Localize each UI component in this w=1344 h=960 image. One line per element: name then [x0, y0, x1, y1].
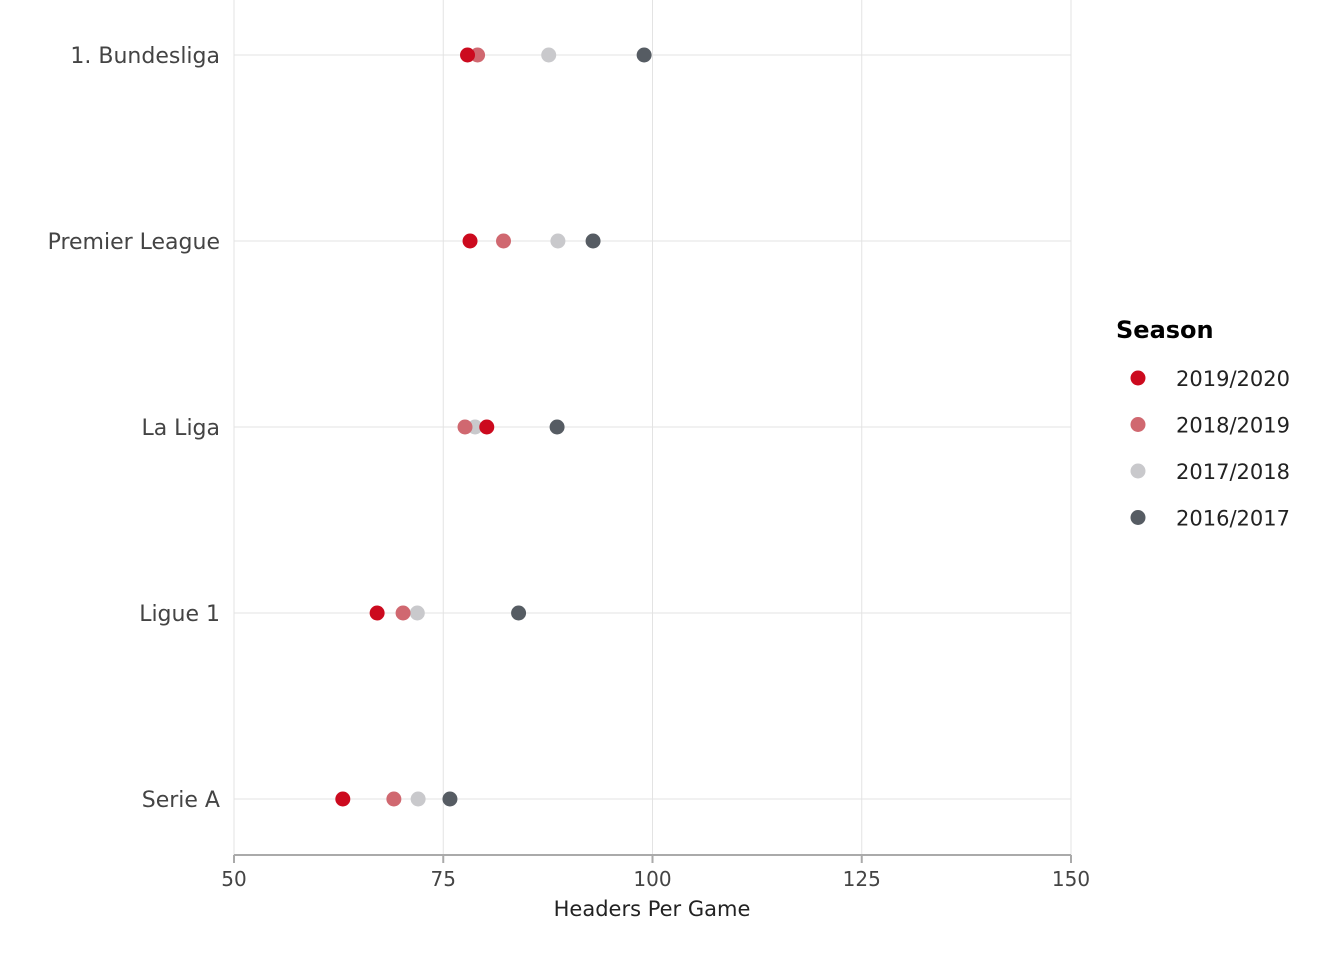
category-label: Serie A — [142, 788, 220, 813]
data-point — [549, 419, 565, 435]
x-axis: 50 75 100 125 150 — [221, 854, 1090, 891]
category-label: Ligue 1 — [139, 602, 220, 627]
data-point — [409, 605, 425, 621]
data-point — [511, 605, 527, 621]
x-tick-label: 150 — [1052, 867, 1090, 891]
data-point — [462, 233, 478, 249]
legend-label: 2019/2020 — [1176, 367, 1290, 391]
data-point — [369, 605, 385, 621]
legend-title: Season — [1116, 316, 1214, 344]
legend: Season 2019/2020 2018/2019 2017/2018 2016/2… — [1116, 316, 1290, 531]
legend-swatch — [1130, 370, 1146, 386]
legend-swatch — [1130, 510, 1146, 525]
category-label: La Liga — [141, 416, 220, 441]
legend-label: 2016/2017 — [1176, 507, 1290, 531]
x-tick-label: 50 — [221, 867, 246, 891]
data-point — [479, 419, 495, 435]
x-tick-label: 100 — [633, 867, 671, 891]
x-tick-label: 125 — [843, 867, 881, 891]
legend-label: 2018/2019 — [1176, 414, 1290, 438]
data-points — [335, 47, 652, 807]
data-point — [636, 47, 652, 63]
data-point — [335, 791, 351, 807]
data-point — [442, 791, 458, 807]
data-point — [410, 791, 426, 807]
data-point — [585, 233, 601, 249]
grid-lines — [233, 0, 1072, 855]
category-label: 1. Bundesliga — [70, 44, 220, 69]
x-axis-title: Headers Per Game — [554, 897, 751, 921]
data-point — [457, 419, 473, 435]
data-point — [395, 605, 411, 621]
legend-label: 2017/2018 — [1176, 460, 1290, 484]
category-label: Premier League — [48, 230, 220, 255]
x-tick-label: 75 — [431, 867, 456, 891]
category-labels: 1. Bundesliga Premier League La Liga Ligue … — [48, 44, 220, 813]
data-point — [550, 233, 566, 249]
data-point — [496, 233, 512, 249]
legend-swatch — [1130, 417, 1146, 432]
data-point — [460, 47, 476, 63]
legend-swatch — [1130, 463, 1146, 479]
data-point — [541, 47, 557, 63]
data-point — [386, 791, 402, 807]
